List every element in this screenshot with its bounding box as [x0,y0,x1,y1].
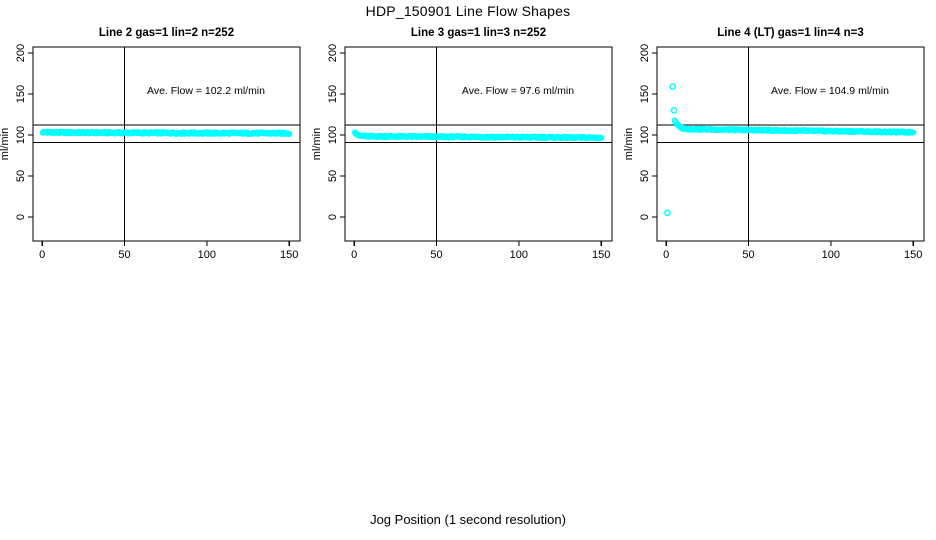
panel-title: Line 2 gas=1 lin=2 n=252 [99,27,234,39]
y-tick-label: 0 [327,214,339,220]
y-tick-label: 150 [639,85,651,103]
x-tick-label: 100 [198,249,216,261]
x-tick-label: 150 [904,249,922,261]
panel-line-2: Line 2 gas=1 lin=2 n=252 0 50 100 150 200 0 50 1… [0,27,301,261]
panel-line-3: Line 3 gas=1 lin=3 n=252 0 50 100 150 200 0 50 1… [311,27,613,261]
panel-line-4: Line 4 (LT) gas=1 lin=4 n=3 0 50 100 150 200 0… [623,27,925,261]
x-tick-label: 100 [822,249,840,261]
y-axis-label: ml/min [311,128,323,160]
y-tick-label: 150 [327,85,339,103]
ave-flow-annotation: Ave. Flow = 102.2 ml/min [147,85,265,97]
y-tick-label: 100 [327,126,339,144]
plots-svg: Line 2 gas=1 lin=2 n=252 0 50 100 150 200 0 50 1… [0,27,925,261]
x-tick-label: 50 [118,249,130,261]
y-tick-label: 100 [639,126,651,144]
x-axis-label: Jog Position (1 second resolution) [370,512,566,527]
outlier-data-point [664,209,671,217]
y-tick-label: 0 [639,214,651,220]
ave-flow-annotation: Ave. Flow = 97.6 ml/min [462,85,574,97]
plot-frame [32,46,301,242]
y-axis-label: ml/min [0,128,11,160]
y-tick-label: 50 [15,170,27,182]
plot-frame [656,46,925,242]
x-tick-label: 0 [351,249,357,261]
outlier-data-point [669,83,677,90]
data-point [910,129,917,136]
y-tick-label: 50 [639,170,651,182]
ave-flow-annotation: Ave. Flow = 104.9 ml/min [771,85,889,97]
x-tick-label: 0 [39,249,45,261]
y-tick-label: 150 [15,85,27,103]
y-axis-label: ml/min [623,128,635,160]
data-point [286,130,293,138]
panel-title: Line 3 gas=1 lin=3 n=252 [411,27,546,39]
y-tick-label: 200 [639,44,651,62]
x-tick-label: 50 [430,249,442,261]
figure-title: HDP_150901 Line Flow Shapes [365,3,571,19]
y-tick-label: 200 [15,44,27,62]
data-point [598,134,605,141]
outlier-data-point [670,107,678,114]
panel-title: Line 4 (LT) gas=1 lin=4 n=3 [717,27,863,39]
y-tick-label: 50 [327,170,339,182]
y-tick-label: 0 [15,214,27,220]
x-tick-label: 150 [280,249,298,261]
x-tick-label: 0 [663,249,669,261]
y-tick-label: 200 [327,44,339,62]
y-tick-label: 100 [15,126,27,144]
x-tick-label: 150 [592,249,610,261]
x-tick-label: 100 [510,249,528,261]
plot-frame [344,46,613,242]
x-tick-label: 50 [742,249,754,261]
